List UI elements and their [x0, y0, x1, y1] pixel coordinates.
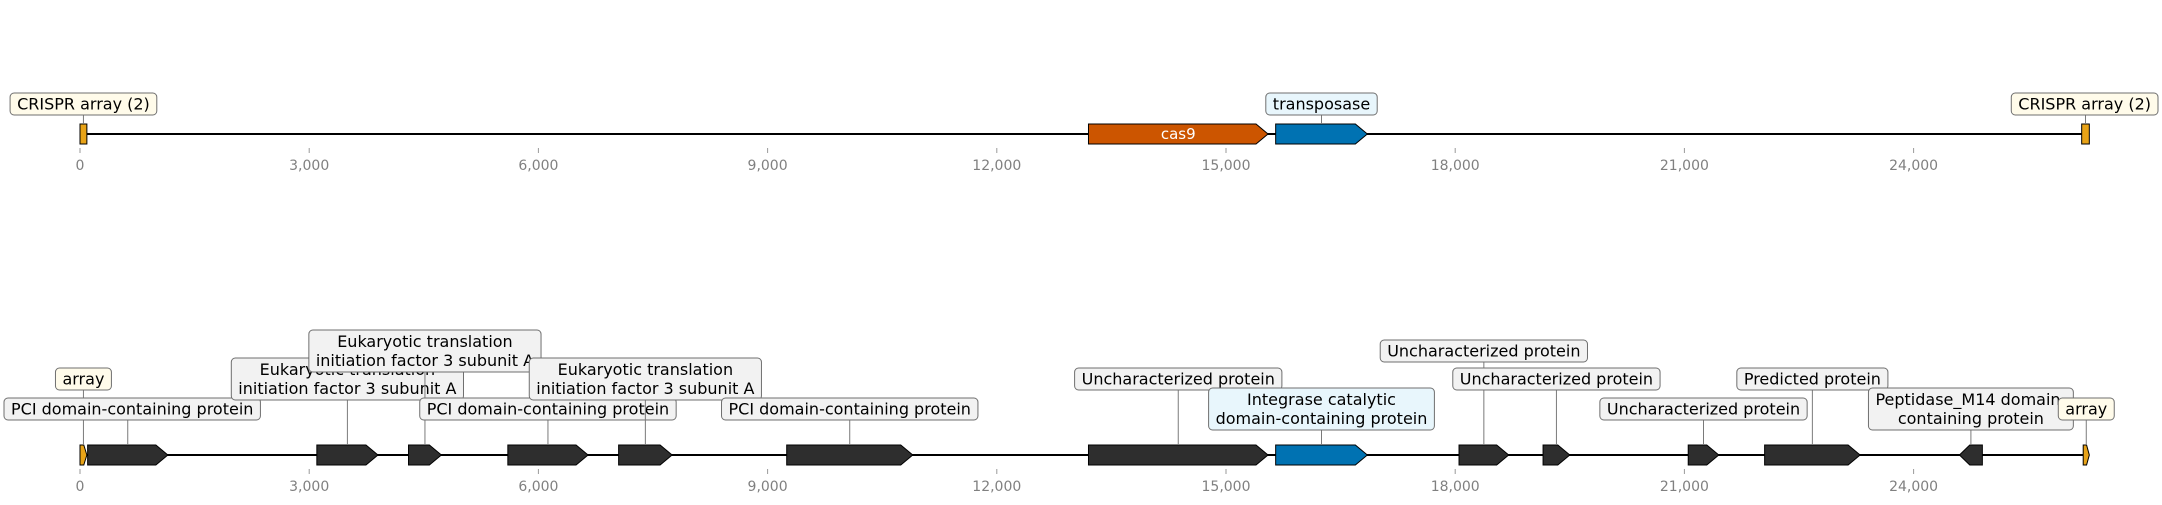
- gene-other-7: [1087, 444, 1269, 466]
- gene-other-3: [408, 444, 443, 466]
- axis-tick-label: 15,000: [1202, 479, 1251, 495]
- gene-other-1: [87, 444, 169, 466]
- axis-tick-label: 6,000: [518, 158, 558, 174]
- gene-other-13: [1958, 444, 1983, 466]
- gene-label: transposase: [1273, 95, 1370, 114]
- axis-tick-label: 24,000: [1889, 479, 1938, 495]
- gene-label: Integrase catalytic domain-containing pro…: [1216, 390, 1428, 428]
- gene-other-11: [1687, 444, 1720, 466]
- gene-label: Uncharacterized protein: [1460, 370, 1653, 389]
- gene-label: PCI domain-containing protein: [729, 400, 971, 419]
- gene-label-box: [1379, 339, 1588, 363]
- gene-label: Predicted protein: [1744, 370, 1881, 389]
- gene-label-box: [1074, 367, 1283, 391]
- gene-label-box: [2010, 92, 2159, 116]
- gene-label: CRISPR array (2): [17, 95, 150, 114]
- gene-other-5: [618, 444, 673, 466]
- axis-tick-label: 12,000: [972, 158, 1021, 174]
- axis-tick-label: 12,000: [972, 479, 1021, 495]
- gene-inline-label: cas9: [1161, 125, 1196, 143]
- gene-label: PCI domain-containing protein: [427, 400, 669, 419]
- gene-label: Peptidase_M14 domain-containing protein: [1875, 390, 2066, 428]
- gene-label: array: [62, 370, 104, 389]
- gene-label-box: [528, 357, 762, 401]
- axis-tick-label: 24,000: [1889, 158, 1938, 174]
- axis-tick-label: 3,000: [289, 158, 329, 174]
- gene-label-box: [1452, 367, 1661, 391]
- gene-label: CRISPR array (2): [2018, 95, 2151, 114]
- gene-other-10: [1542, 444, 1571, 466]
- gene-other-9: [1458, 444, 1510, 466]
- track-detail: 0 3,000 6,000 9,000 12,000 15,000 18,000 21,000…: [3, 329, 2115, 495]
- axis-tick-label: 0: [76, 158, 85, 174]
- axis-tick-label: 18,000: [1431, 479, 1480, 495]
- gene-transposase-2: [1275, 123, 1369, 145]
- gene-label-box: [1736, 367, 1889, 391]
- axis-tick-label: 21,000: [1660, 479, 1709, 495]
- axis-tick-label: 0: [76, 479, 85, 495]
- gene-label: Uncharacterized protein: [1387, 342, 1580, 361]
- gene-label-box: [9, 92, 158, 116]
- gene-label: Uncharacterized protein: [1607, 400, 1800, 419]
- gene-crispr-0: [79, 444, 88, 466]
- gene-label-box: [1599, 397, 1808, 421]
- gene-cas9-1: [1087, 123, 1269, 145]
- gene-label-box: [3, 397, 261, 421]
- gene-label-box: [1208, 387, 1435, 431]
- track-overview: 0 3,000 6,000 9,000 12,000 15,000 18,000 21,000…: [9, 92, 2159, 174]
- gene-crispr-3: [2081, 123, 2090, 145]
- gene-label: Uncharacterized protein: [1082, 370, 1275, 389]
- gene-other-4: [507, 444, 589, 466]
- axis-tick-label: 21,000: [1660, 158, 1709, 174]
- gene-label: PCI domain-containing protein: [11, 400, 253, 419]
- gene-label-box: [2057, 397, 2115, 421]
- axis-tick-label: 9,000: [748, 158, 788, 174]
- axis-tick-label: 6,000: [518, 479, 558, 495]
- gene-label-box: [308, 329, 542, 373]
- gene-label-box: [54, 367, 112, 391]
- gene-other-6: [786, 444, 914, 466]
- gene-label-box: [1265, 92, 1378, 116]
- gene-label: array: [2065, 400, 2107, 419]
- gene-label-box: [721, 397, 979, 421]
- axis-tick-label: 15,000: [1202, 158, 1251, 174]
- gene-transposase-8: [1275, 444, 1369, 466]
- axis-tick-label: 18,000: [1431, 158, 1480, 174]
- gene-other-12: [1764, 444, 1861, 466]
- gene-crispr-14: [2082, 444, 2090, 466]
- axis-tick-label: 3,000: [289, 479, 329, 495]
- gene-crispr-0: [79, 123, 88, 145]
- gene-other-2: [316, 444, 379, 466]
- axis-tick-label: 9,000: [748, 479, 788, 495]
